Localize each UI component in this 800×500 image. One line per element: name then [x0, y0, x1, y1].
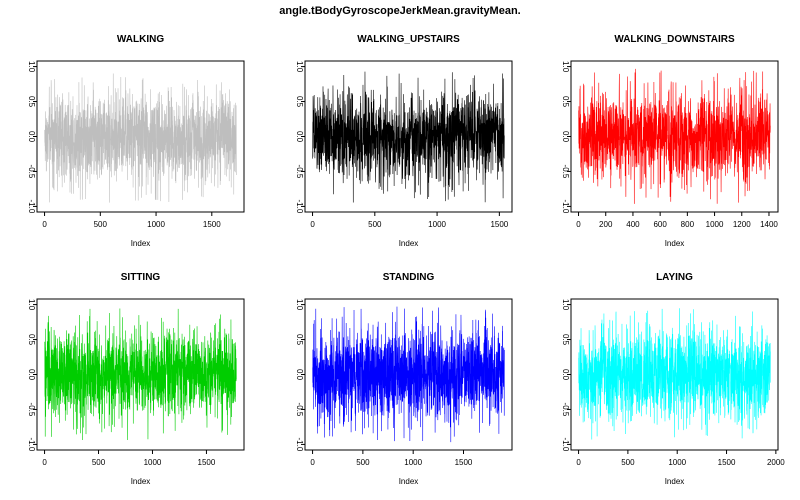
- x-tick-label: 500: [368, 220, 382, 229]
- x-axis-label: Index: [131, 477, 151, 486]
- y-tick-label: 1.0: [561, 61, 570, 73]
- panel-walking-upstairs: WALKING_UPSTAIRS 0 500 1000 1500 -1.0 -0.5 0.0 0…: [295, 34, 513, 248]
- series-line: [44, 73, 237, 203]
- x-axis-label: Index: [665, 239, 685, 248]
- y-tick-label: 1.0: [561, 299, 570, 311]
- panels: WALKING 0 500 1000 1500 -1.0 -0.5 0.0 0.5 1.0 Inde…: [27, 34, 785, 486]
- x-tick-label: 0: [576, 220, 581, 229]
- y-tick-label: -0.5: [295, 165, 304, 179]
- y-tick-label: 0.0: [295, 131, 304, 143]
- y-tick-label: 0.5: [561, 334, 570, 346]
- y-tick-label: 0.0: [561, 131, 570, 143]
- x-tick-label: 1400: [760, 220, 778, 229]
- y-tick-label: 1.0: [295, 61, 304, 73]
- x-tick-label: 0: [42, 458, 47, 467]
- y-tick-label: -1.0: [295, 438, 304, 452]
- x-tick-label: 500: [92, 458, 106, 467]
- panel-title: STANDING: [383, 272, 435, 283]
- x-tick-label: 1000: [668, 458, 686, 467]
- y-tick-label: 1.0: [27, 61, 36, 73]
- y-tick-label: 0.0: [27, 131, 36, 143]
- x-tick-label: 800: [681, 220, 695, 229]
- panel-walking-downstairs: WALKING_DOWNSTAIRS 0 200 400 600 800 1000 1200 1…: [561, 34, 779, 248]
- x-tick-label: 1000: [147, 220, 165, 229]
- x-tick-label: 2000: [767, 458, 785, 467]
- x-tick-label: 500: [94, 220, 108, 229]
- y-tick-label: 0.0: [27, 369, 36, 381]
- series-line: [44, 308, 237, 441]
- x-tick-label: 1500: [718, 458, 736, 467]
- panel-walking: WALKING 0 500 1000 1500 -1.0 -0.5 0.0 0.5 1.0 Inde…: [27, 34, 245, 248]
- x-tick-label: 600: [653, 220, 667, 229]
- x-axis-label: Index: [665, 477, 685, 486]
- y-tick-label: 0.5: [561, 96, 570, 108]
- series-line: [578, 68, 771, 204]
- x-tick-label: 1000: [428, 220, 446, 229]
- y-tick-label: -0.5: [561, 165, 570, 179]
- panel-sitting: SITTING 0 500 1000 1500 -1.0 -0.5 0.0 0.5 1.0 Inde…: [27, 272, 245, 486]
- panel-title: SITTING: [121, 272, 161, 283]
- series-line: [312, 71, 505, 203]
- y-tick-label: 0.0: [295, 369, 304, 381]
- panel-title: LAYING: [656, 272, 693, 283]
- x-tick-label: 1500: [455, 458, 473, 467]
- x-axis-label: Index: [399, 477, 419, 486]
- panel-title: WALKING: [117, 34, 164, 45]
- x-tick-label: 0: [42, 220, 47, 229]
- y-tick-label: 1.0: [295, 299, 304, 311]
- panel-title: WALKING_DOWNSTAIRS: [614, 34, 735, 45]
- x-tick-label: 1500: [203, 220, 221, 229]
- x-tick-label: 1000: [706, 220, 724, 229]
- series-line: [312, 306, 505, 443]
- y-tick-label: 0.5: [27, 96, 36, 108]
- x-tick-label: 500: [356, 458, 370, 467]
- y-tick-label: 0.5: [295, 334, 304, 346]
- y-tick-label: 1.0: [27, 299, 36, 311]
- y-tick-label: -1.0: [295, 200, 304, 214]
- x-tick-label: 1000: [404, 458, 422, 467]
- y-tick-label: 0.5: [295, 96, 304, 108]
- x-tick-label: 0: [310, 458, 315, 467]
- x-tick-label: 1000: [144, 458, 162, 467]
- panel-title: WALKING_UPSTAIRS: [357, 34, 460, 45]
- x-tick-label: 0: [310, 220, 315, 229]
- x-axis-label: Index: [131, 239, 151, 248]
- y-tick-label: 0.0: [561, 369, 570, 381]
- y-tick-label: -1.0: [27, 438, 36, 452]
- x-tick-label: 200: [599, 220, 613, 229]
- y-tick-label: -0.5: [27, 403, 36, 417]
- y-tick-label: -0.5: [27, 165, 36, 179]
- x-axis-label: Index: [399, 239, 419, 248]
- panel-laying: LAYING 0 500 1000 1500 2000 -1.0 -0.5 0.0 0.5 1.0 I…: [561, 272, 785, 486]
- x-tick-label: 0: [576, 458, 581, 467]
- x-tick-label: 1200: [733, 220, 751, 229]
- x-tick-label: 1500: [490, 220, 508, 229]
- panel-standing: STANDING 0 500 1000 1500 -1.0 -0.5 0.0 0.5 1.0 Ind…: [295, 272, 513, 486]
- y-tick-label: -0.5: [295, 403, 304, 417]
- y-tick-label: -1.0: [561, 438, 570, 452]
- y-tick-label: -1.0: [561, 200, 570, 214]
- series-line: [578, 308, 771, 440]
- y-tick-label: 0.5: [27, 334, 36, 346]
- figure-title: angle.tBodyGyroscopeJerkMean.gravityMean…: [279, 5, 520, 17]
- y-tick-label: -0.5: [561, 403, 570, 417]
- x-tick-label: 500: [621, 458, 635, 467]
- x-tick-label: 400: [626, 220, 640, 229]
- y-tick-label: -1.0: [27, 200, 36, 214]
- x-tick-label: 1500: [198, 458, 216, 467]
